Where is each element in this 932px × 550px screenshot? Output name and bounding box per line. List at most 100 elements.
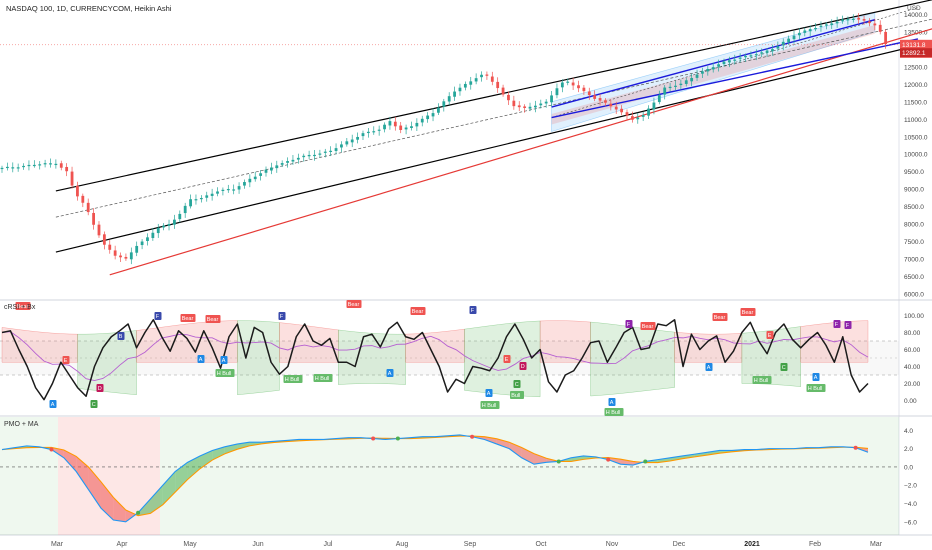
signal-letter-a-box (705, 363, 713, 371)
candle-body (259, 173, 263, 176)
candle-body (70, 171, 74, 186)
candle-body (749, 55, 753, 57)
candle-body (415, 122, 419, 127)
h-bull-label-text: H Bull (606, 410, 621, 416)
bear-label-box (410, 307, 426, 315)
candle-body (598, 98, 602, 101)
candle-body (657, 95, 661, 103)
candle-body (458, 87, 462, 92)
candle-body (701, 71, 704, 74)
pmo-bg-red (58, 417, 160, 535)
bear-label-text: Bear (182, 316, 194, 322)
time-axis-label: Oct (536, 541, 547, 548)
time-axis-label: Mar (51, 541, 64, 548)
trend-line-support (109, 28, 932, 276)
candle-body (620, 108, 624, 113)
candle-body (86, 202, 90, 213)
pmo-cross-dot (136, 510, 141, 515)
price-tick-label: 10000.0 (904, 152, 928, 159)
pmo-line (1, 434, 869, 523)
crsi-tick-label: 40.00 (904, 364, 921, 371)
candle-body (210, 193, 214, 196)
candle-body (824, 24, 828, 26)
bear-label-box (346, 300, 362, 308)
bear-label-box (180, 314, 196, 322)
signal-letter-d-box (96, 384, 104, 392)
candle-body (496, 81, 500, 89)
candle-body (690, 77, 694, 82)
candle-body (194, 199, 198, 201)
candle-body (830, 23, 834, 26)
candle-body (614, 106, 618, 110)
candle-body (841, 19, 844, 22)
crsi-zone-green (237, 320, 280, 396)
candle-body (878, 24, 882, 32)
candle-body (49, 163, 52, 165)
candle-body (485, 74, 489, 76)
candle-body (108, 244, 112, 250)
candle-body (798, 32, 801, 36)
candle-body (507, 94, 510, 101)
currency-label: USD (907, 5, 921, 12)
pmo-ribbon (595, 456, 609, 460)
candle-body (474, 78, 478, 82)
candle-body (442, 101, 446, 107)
crsi-line (1, 319, 869, 401)
pmo-ribbon (670, 455, 683, 461)
signal-letter-a-text: A (222, 358, 226, 364)
signal-letter-e-text: E (64, 358, 68, 364)
candle-body (560, 82, 564, 88)
candle-body (544, 101, 548, 104)
price-tick-label: 11000.0 (904, 117, 927, 124)
candle-body (334, 148, 338, 151)
candle-body (291, 159, 295, 162)
crsi-zone-green (338, 329, 406, 385)
signal-letter-a-text: A (487, 391, 491, 397)
candle-body (420, 118, 424, 123)
signal-letter-a-box (197, 355, 205, 363)
price-tick-label: 7000.0 (904, 257, 924, 264)
candle-body (706, 68, 710, 72)
candle-body (156, 227, 160, 234)
candle-body (765, 50, 769, 53)
time-axis-label: Aug (396, 541, 409, 548)
candle-body (490, 76, 494, 82)
signal-letter-a-text: A (610, 400, 614, 406)
h-bull-label-box (806, 384, 826, 392)
candle-body (787, 38, 791, 43)
h-bull-label-text: H Bull (315, 376, 330, 382)
pmo-tick-label: −2.0 (904, 483, 917, 490)
pmo-tick-label: 0.0 (904, 464, 913, 471)
signal-letter-f-box (833, 320, 841, 328)
candle-body (808, 29, 812, 32)
signal-letter-a-text: A (707, 365, 711, 371)
candle-body (162, 225, 166, 228)
bear-label-box (205, 315, 221, 323)
pmo-tick-label: −6.0 (904, 519, 917, 526)
pmo-ribbon (682, 454, 695, 459)
crsi-zone-red (279, 322, 339, 363)
crsi-tick-label: 0.00 (904, 398, 917, 405)
signal-letter-e-text: E (505, 357, 509, 363)
time-axis-label: May (183, 541, 197, 548)
pmo-ribbon (521, 447, 534, 465)
pmo-bg-green (160, 417, 899, 535)
candle-body (361, 133, 365, 137)
price-tick-label: 11500.0 (904, 99, 927, 106)
bear-label-box (740, 308, 756, 316)
pmo-ribbon (88, 467, 101, 509)
candle-body (356, 136, 359, 140)
signal-letter-e-box (503, 355, 511, 363)
candle-body (727, 60, 731, 63)
candle-body (577, 85, 580, 89)
pmo-cross-dot (49, 447, 54, 452)
signal-letter-f-text: F (846, 323, 850, 329)
signal-letter-d-text: D (521, 364, 525, 370)
candle-body (124, 256, 128, 259)
signal-letter-f-text: F (471, 308, 475, 314)
candle-body (129, 252, 133, 260)
candle-body (76, 185, 79, 197)
candle-body (383, 124, 386, 130)
candle-body (738, 57, 742, 59)
